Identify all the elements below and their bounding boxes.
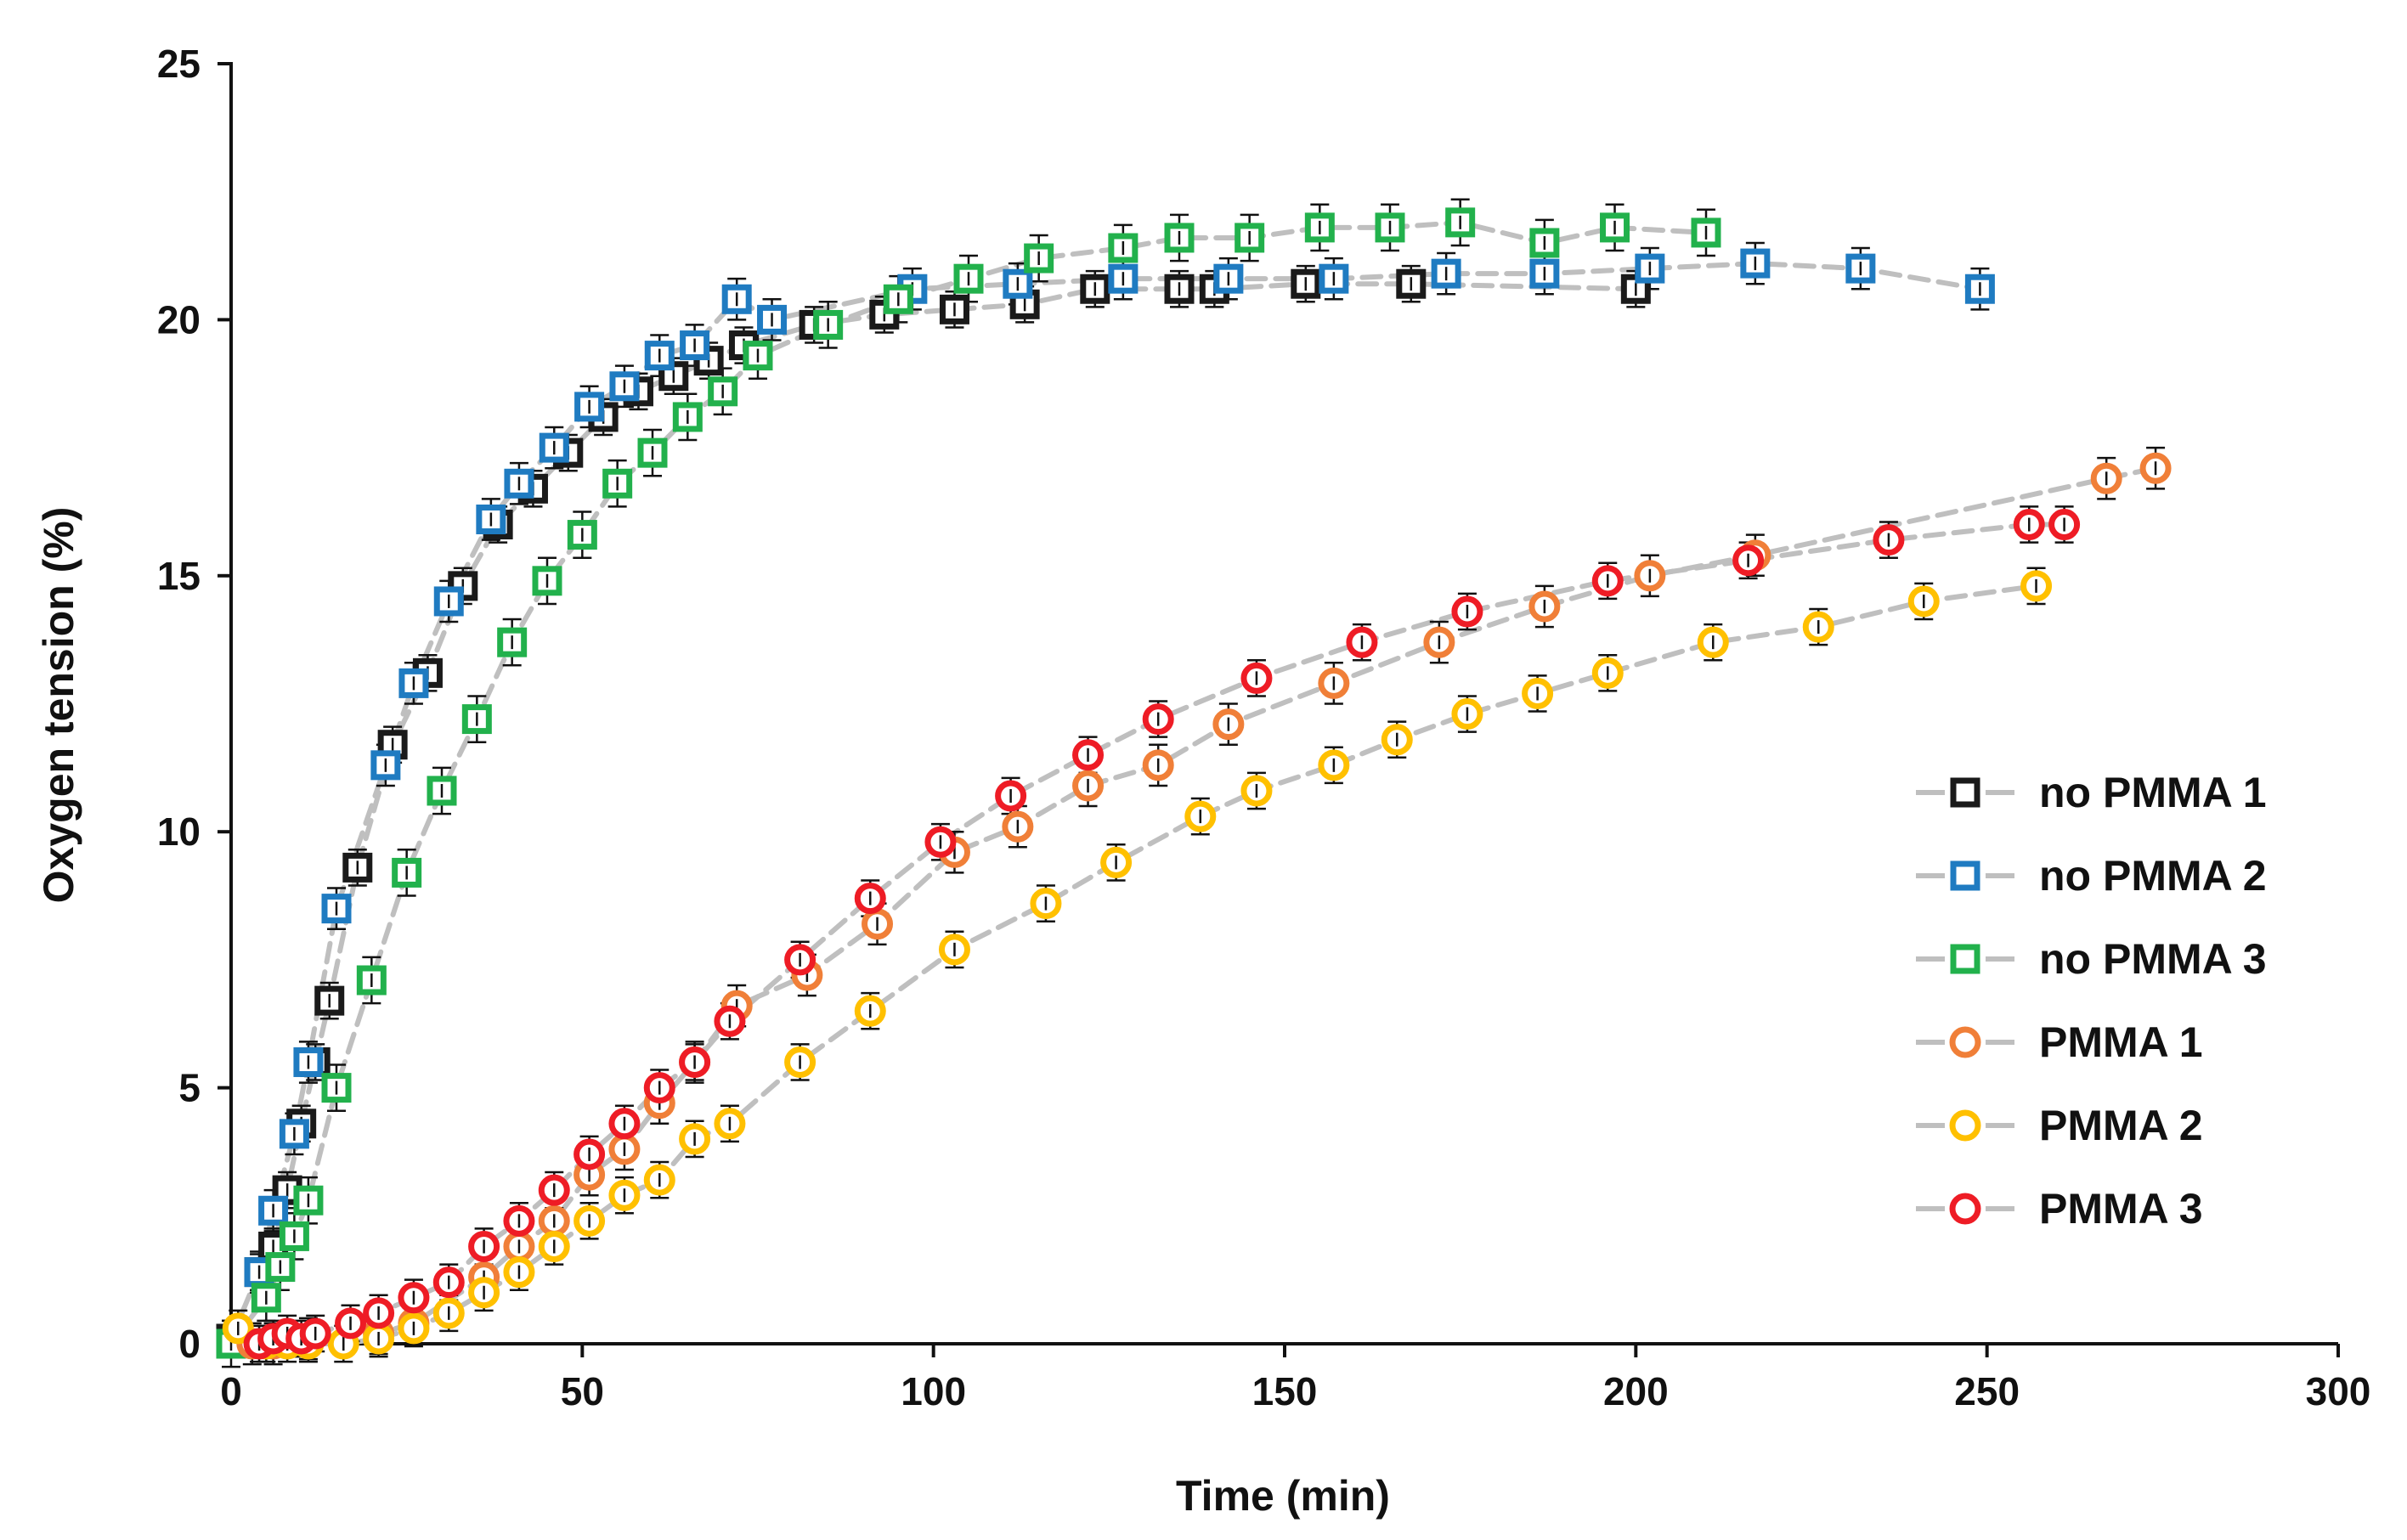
data-point-no-pmma-2 <box>1740 248 1771 279</box>
data-point-no-pmma-3 <box>1529 228 1560 258</box>
legend-item-no-pmma-2: no PMMA 2 <box>1916 852 2267 900</box>
legend-marker-no-pmma-1 <box>1950 777 1980 808</box>
error-bars-group <box>222 198 2166 1368</box>
data-point-no-pmma-2 <box>258 1195 289 1226</box>
legend-marker-pmma-2 <box>1949 1109 1981 1142</box>
legend-marker-no-pmma-2 <box>1950 860 1980 891</box>
legend-item-pmma-1: PMMA 1 <box>1916 1018 2203 1066</box>
x-tick-label: 300 <box>2306 1369 2371 1413</box>
series-lines-group <box>229 219 2159 1346</box>
x-tick-label: 50 <box>561 1369 604 1413</box>
y-tick-label: 10 <box>157 809 201 854</box>
legend-marker-pmma-3 <box>1949 1193 1981 1225</box>
y-tick-label: 5 <box>178 1066 201 1110</box>
data-point-no-pmma-2 <box>279 1119 309 1149</box>
data-point-no-pmma-2 <box>574 392 605 422</box>
data-point-no-pmma-3 <box>1375 212 1405 243</box>
data-point-no-pmma-2 <box>1319 263 1349 294</box>
data-point-no-pmma-2 <box>398 668 429 698</box>
markers-group <box>216 207 2172 1360</box>
legend-item-no-pmma-1: no PMMA 1 <box>1916 769 2267 816</box>
data-point-no-pmma-3 <box>567 520 597 550</box>
legend-marker-no-pmma-3 <box>1950 944 1980 974</box>
x-tick-label: 100 <box>901 1369 966 1413</box>
data-point-no-pmma-2 <box>539 432 569 463</box>
legend-label-pmma-3: PMMA 3 <box>2039 1185 2203 1233</box>
legend-item-no-pmma-3: no PMMA 3 <box>1916 935 2267 983</box>
data-point-no-pmma-2 <box>1529 258 1560 289</box>
data-point-no-pmma-3 <box>392 857 422 888</box>
axes-group: 0 50 100 150 200 250 300 0 5 10 15 20 25 <box>157 42 2371 1413</box>
legend-label-no-pmma-3: no PMMA 3 <box>2039 935 2267 983</box>
x-tick-label: 200 <box>1603 1369 1669 1413</box>
data-point-no-pmma-1 <box>1291 268 1321 299</box>
x-tick-label: 0 <box>220 1369 242 1413</box>
series-line-no-pmma-2 <box>257 261 1983 1275</box>
legend: no PMMA 1 no PMMA 2 no PMMA 3 PMMA 1 PMMA 2 P… <box>1916 769 2267 1233</box>
y-tick-label: 15 <box>157 554 201 598</box>
legend-item-pmma-3: PMMA 3 <box>1916 1185 2203 1233</box>
data-point-no-pmma-3 <box>1691 217 1721 248</box>
data-point-no-pmma-2 <box>1213 263 1244 294</box>
y-axis-label: Oxygen tension (%) <box>35 507 82 904</box>
legend-marker-pmma-1 <box>1949 1026 1981 1058</box>
x-tick-label: 150 <box>1252 1369 1318 1413</box>
data-point-no-pmma-3 <box>602 468 633 499</box>
legend-label-no-pmma-2: no PMMA 2 <box>2039 852 2267 900</box>
data-point-no-pmma-3 <box>1304 212 1335 243</box>
x-axis-label: Time (min) <box>1176 1472 1390 1520</box>
legend-label-pmma-2: PMMA 2 <box>2039 1102 2203 1149</box>
data-point-no-pmma-3 <box>1024 243 1054 274</box>
x-tick-label: 250 <box>1954 1369 2020 1413</box>
data-point-no-pmma-3 <box>497 627 528 657</box>
legend-label-pmma-1: PMMA 1 <box>2039 1018 2203 1066</box>
y-tick-label: 0 <box>178 1322 201 1366</box>
y-tick-label: 20 <box>157 297 201 341</box>
y-tick-label: 25 <box>157 42 201 86</box>
legend-label-no-pmma-1: no PMMA 1 <box>2039 769 2267 816</box>
legend-item-pmma-2: PMMA 2 <box>1916 1102 2203 1149</box>
data-point-no-pmma-3 <box>251 1283 281 1313</box>
data-point-no-pmma-2 <box>1964 274 1995 304</box>
data-point-no-pmma-2 <box>321 894 352 924</box>
data-point-no-pmma-3 <box>293 1185 324 1216</box>
